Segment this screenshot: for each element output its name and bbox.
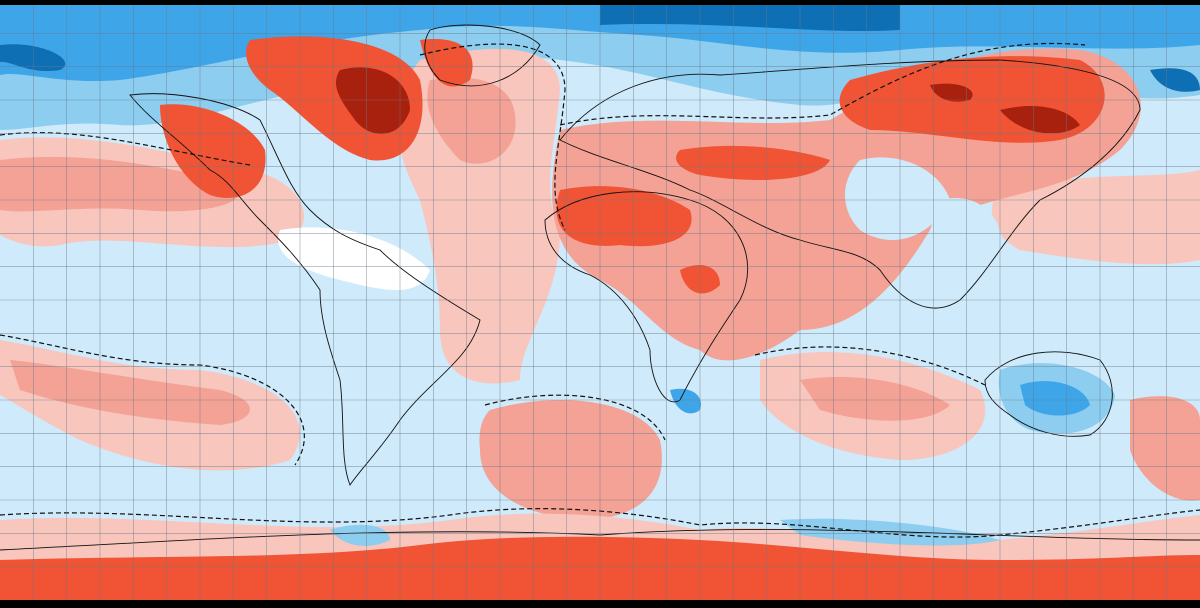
blue-zone [330, 518, 1000, 546]
coastline [129, 93, 481, 486]
pink-zone [1130, 396, 1200, 501]
dark-red-zone [335, 67, 410, 134]
coastline [984, 351, 1113, 437]
pink-zone [479, 400, 662, 520]
pink-zone [991, 170, 1200, 265]
blue-zone [670, 388, 701, 414]
blue-zone [1020, 381, 1090, 416]
frame-top [0, 0, 1200, 5]
frame-bottom [0, 600, 1200, 608]
neutral-zone [278, 227, 430, 290]
graticule [0, 5, 1200, 600]
coastline [424, 24, 541, 87]
red-zone [160, 104, 266, 198]
pink-zone [427, 77, 516, 164]
pink-zone [10, 360, 250, 425]
pink-zone [800, 376, 950, 421]
coastline [544, 191, 749, 403]
red-zone [556, 56, 1105, 294]
blue-zone [845, 157, 1002, 269]
dark-red-zone [930, 83, 1080, 134]
pink-zone [0, 156, 242, 212]
